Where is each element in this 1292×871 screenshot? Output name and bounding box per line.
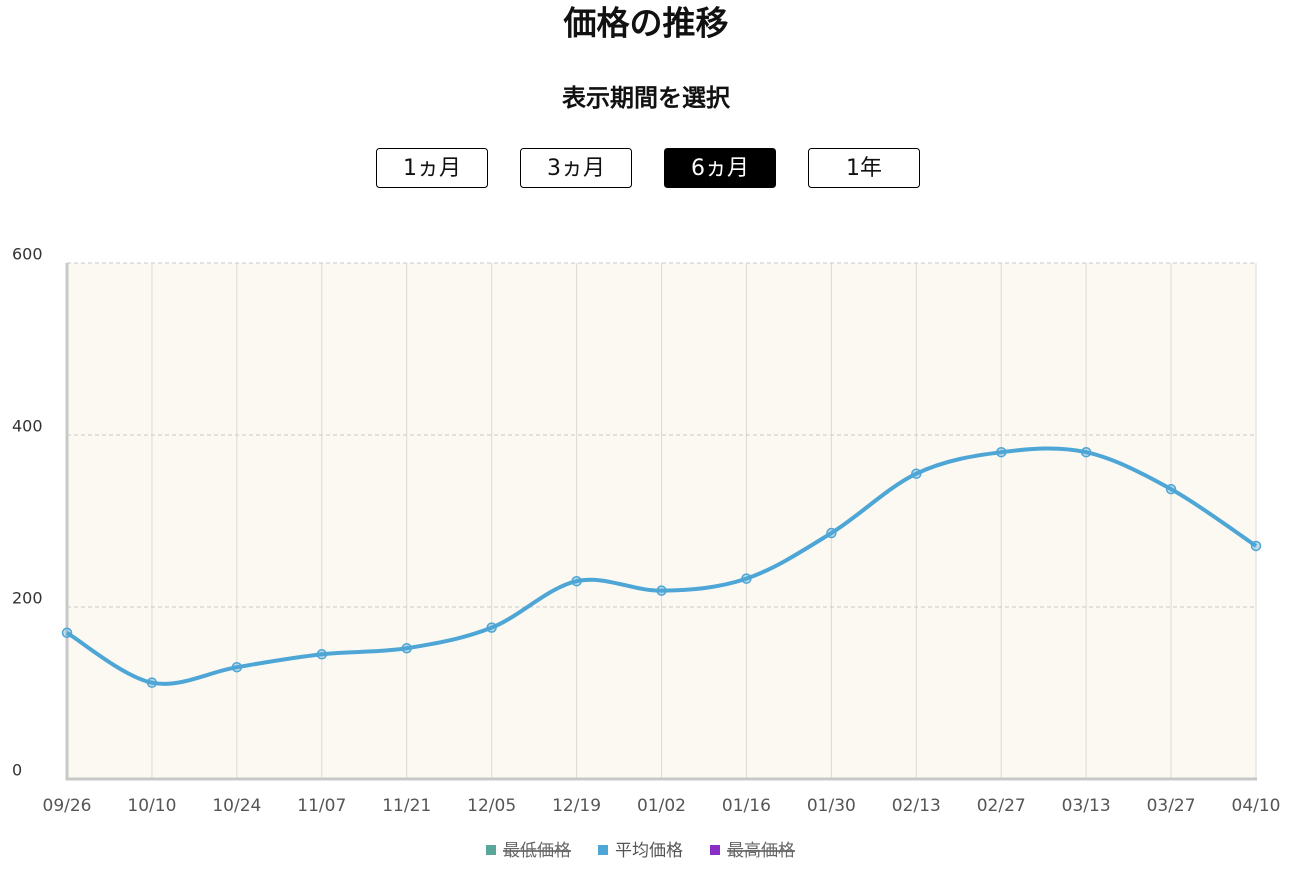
point[interactable] (995, 446, 1007, 458)
period-button[interactable]: 1ヵ月 (376, 148, 488, 188)
y-tick-label: 0 (12, 761, 22, 780)
button-label[interactable]: 3ヵ月 (547, 156, 605, 181)
button-label[interactable]: 1年 (846, 156, 882, 181)
x-tick-label: 10/10 (127, 796, 176, 816)
x-tick-label: 01/16 (722, 796, 771, 816)
point[interactable] (1250, 540, 1262, 552)
line (65, 446, 1258, 686)
point[interactable] (741, 573, 752, 584)
y-tick-label: 200 (12, 589, 43, 608)
period-button[interactable]: 6ヵ月 (664, 148, 776, 188)
point[interactable] (656, 585, 667, 596)
point[interactable] (826, 527, 837, 539)
x-tick-label: 03/27 (1147, 796, 1196, 816)
point[interactable] (231, 661, 243, 673)
legend-label[interactable]: 最低価格 (503, 841, 571, 861)
x-tick-label: 01/02 (637, 796, 686, 816)
period-buttons: 1ヵ月 3ヵ月 6ヵ月 1年 (376, 148, 920, 188)
period-button[interactable]: 1年 (808, 148, 920, 188)
x-tick-label: 12/05 (467, 796, 516, 816)
button-label[interactable]: 1ヵ月 (403, 156, 461, 181)
legend-swatch[interactable] (486, 845, 496, 855)
button-box[interactable] (520, 148, 632, 188)
point[interactable] (571, 575, 582, 587)
button-label[interactable]: 6ヵ月 (691, 156, 749, 181)
point[interactable] (1165, 483, 1177, 495)
legend-swatch[interactable] (598, 845, 608, 855)
point[interactable] (486, 622, 497, 633)
point[interactable] (1080, 446, 1092, 458)
point[interactable] (911, 468, 922, 479)
x-tick-label: 02/27 (977, 796, 1026, 816)
point[interactable] (401, 643, 412, 654)
x-tick-label: 04/10 (1232, 796, 1281, 816)
legend-label[interactable]: 最高価格 (727, 841, 795, 861)
point[interactable] (146, 677, 158, 688)
x-tick-label: 11/07 (297, 796, 346, 816)
x-tick-label: 09/26 (43, 796, 92, 816)
legend-swatch[interactable] (710, 845, 720, 855)
button-box[interactable] (664, 148, 776, 188)
x-tick-label: 03/13 (1062, 796, 1111, 816)
x-tick-label: 11/21 (382, 796, 431, 816)
x-tick-label: 10/24 (212, 796, 261, 816)
legend-item[interactable]: 平均価格 (598, 841, 683, 861)
point[interactable] (61, 627, 73, 639)
legend-label[interactable]: 平均価格 (615, 841, 683, 861)
chart-title: 価格の推移 (563, 4, 729, 43)
y-tick-label: 600 (12, 245, 43, 264)
legend-item[interactable]: 最高価格 (710, 841, 795, 861)
x-tick-label: 01/30 (807, 796, 856, 816)
selector-label: 表示期間を選択 (562, 84, 731, 112)
button-box[interactable] (376, 148, 488, 188)
x-tick-label: 12/19 (552, 796, 601, 816)
legend-item[interactable]: 最低価格 (486, 841, 571, 861)
legend: 最低価格 平均価格 最高価格 (486, 841, 795, 861)
period-button[interactable]: 3ヵ月 (520, 148, 632, 188)
button-box[interactable] (808, 148, 920, 188)
y-tick-label: 400 (12, 417, 43, 436)
plot (61, 446, 1262, 688)
point[interactable] (316, 649, 328, 660)
x-tick-label: 02/13 (892, 796, 941, 816)
